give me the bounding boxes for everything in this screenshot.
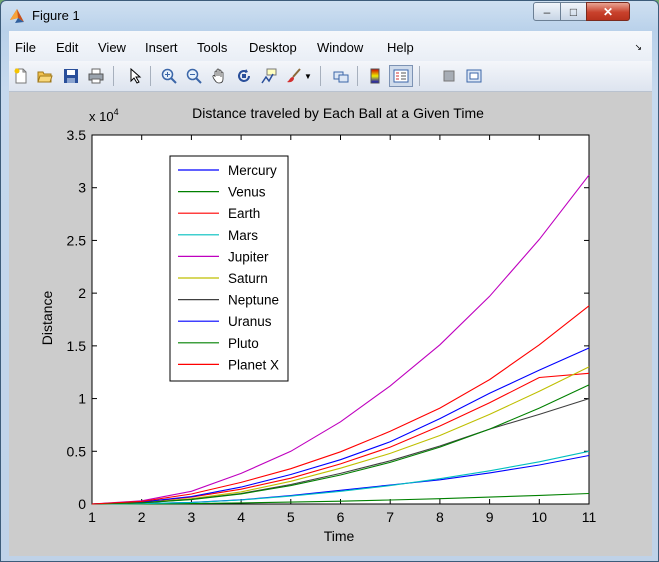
toolbar-separator xyxy=(320,66,321,86)
rotate-3d-icon[interactable] xyxy=(234,66,254,86)
legend-label: Mercury xyxy=(228,163,277,178)
figure-canvas: Distance traveled by Each Ball at a Give… xyxy=(9,92,652,556)
x-axis-label: Time xyxy=(324,528,355,544)
window-title: Figure 1 xyxy=(32,8,80,23)
colorbar-icon[interactable] xyxy=(365,66,385,86)
plot-area xyxy=(91,134,590,505)
y-tick-label: 2.5 xyxy=(67,232,87,248)
legend-label: Planet X xyxy=(228,357,279,372)
y-axis-label: Distance xyxy=(39,291,55,346)
pan-hand-icon[interactable] xyxy=(209,66,229,86)
show-plot-tools-icon[interactable] xyxy=(464,66,484,86)
legend-icon[interactable] xyxy=(389,65,413,87)
y-exponent-label: x 104 xyxy=(89,107,119,124)
legend-label: Neptune xyxy=(228,293,279,308)
y-exponent-power: 4 xyxy=(114,107,119,117)
x-tick-label: 6 xyxy=(337,509,345,525)
data-cursor-icon[interactable] xyxy=(259,66,279,86)
brush-dropdown-icon[interactable]: ▼ xyxy=(304,71,312,81)
x-tick-label: 7 xyxy=(386,509,394,525)
maximize-icon: □ xyxy=(569,4,578,19)
legend-label: Pluto xyxy=(228,336,259,351)
figure-toolbar: ▼ xyxy=(9,61,652,92)
maximize-button[interactable]: □ xyxy=(560,2,587,21)
figure-client-area: File Edit View Insert Tools Desktop Wind… xyxy=(9,31,652,556)
toolbar-separator xyxy=(113,66,114,86)
series-line-uranus xyxy=(91,347,590,505)
close-button[interactable]: ✕ xyxy=(586,2,630,21)
menubar-dock-arrow-icon[interactable]: ↘ xyxy=(634,42,642,52)
series-line-pluto xyxy=(91,384,590,505)
legend-box xyxy=(169,155,289,382)
x-tick-label: 5 xyxy=(287,509,295,525)
y-tick-label: 0 xyxy=(78,496,86,512)
zoom-in-icon[interactable] xyxy=(159,66,179,86)
toolbar-separator xyxy=(357,66,358,86)
menu-window[interactable]: Window xyxy=(317,40,364,55)
legend-label: Earth xyxy=(228,206,260,221)
menu-edit[interactable]: Edit xyxy=(56,40,79,55)
y-tick-label: 3.5 xyxy=(67,127,87,143)
edit-plot-arrow-icon[interactable] xyxy=(125,66,145,86)
close-icon: ✕ xyxy=(602,4,614,19)
menu-help[interactable]: Help xyxy=(387,40,414,55)
menu-file[interactable]: File xyxy=(15,40,36,55)
menu-tools[interactable]: Tools xyxy=(197,40,228,55)
x-tick-label: 1 xyxy=(88,509,96,525)
series-line-jupiter xyxy=(91,174,590,505)
y-tick-label: 3 xyxy=(78,180,86,196)
axes: 1 2 3 4 5 6 7 8 9 10 11 0 0.5 1 1.5 2 2.5 3 3.5 Mercury Venu… xyxy=(67,127,597,525)
x-tick-label: 3 xyxy=(188,509,196,525)
legend-label: Jupiter xyxy=(228,249,269,264)
legend-label: Uranus xyxy=(228,314,272,329)
x-tick-label: 2 xyxy=(138,509,146,525)
zoom-out-icon[interactable] xyxy=(184,66,204,86)
save-icon[interactable] xyxy=(61,66,81,86)
link-plot-icon[interactable] xyxy=(331,66,351,86)
legend-label: Saturn xyxy=(228,271,268,286)
x-tick-label: 4 xyxy=(237,509,245,525)
y-tick-label: 0.5 xyxy=(67,443,87,459)
y-tick-label: 1 xyxy=(78,391,86,407)
legend-label: Mars xyxy=(228,228,258,243)
menu-view[interactable]: View xyxy=(98,40,126,55)
legend-label: Venus xyxy=(228,185,266,200)
x-tick-label: 11 xyxy=(582,509,597,525)
print-icon[interactable] xyxy=(86,66,106,86)
brush-icon[interactable] xyxy=(284,66,304,86)
x-tick-label: 10 xyxy=(532,509,548,525)
open-file-icon[interactable] xyxy=(35,66,55,86)
menu-desktop[interactable]: Desktop xyxy=(249,40,297,55)
series-line-venus xyxy=(91,492,590,505)
menu-bar: File Edit View Insert Tools Desktop Wind… xyxy=(9,31,652,61)
hide-plot-tools-icon[interactable] xyxy=(439,66,459,86)
series-line-planet-x xyxy=(91,305,590,505)
x-tick-label: 9 xyxy=(486,509,494,525)
chart-title: Distance traveled by Each Ball at a Give… xyxy=(192,105,484,121)
toolbar-separator xyxy=(150,66,151,86)
menu-insert[interactable]: Insert xyxy=(145,40,178,55)
y-exponent-base: x 10 xyxy=(89,109,114,124)
y-tick-label: 1.5 xyxy=(67,338,87,354)
title-bar[interactable]: Figure 1 – □ ✕ xyxy=(1,1,658,31)
new-figure-icon[interactable] xyxy=(11,66,31,86)
toolbar-separator xyxy=(419,66,420,86)
y-tick-label: 2 xyxy=(78,285,86,301)
plot-svg[interactable]: Distance traveled by Each Ball at a Give… xyxy=(9,92,652,556)
matlab-logo-icon xyxy=(10,9,24,23)
x-tick-label: 8 xyxy=(436,509,444,525)
minimize-icon: – xyxy=(543,4,551,19)
series-line-mars xyxy=(91,450,590,505)
minimize-button[interactable]: – xyxy=(533,2,561,21)
